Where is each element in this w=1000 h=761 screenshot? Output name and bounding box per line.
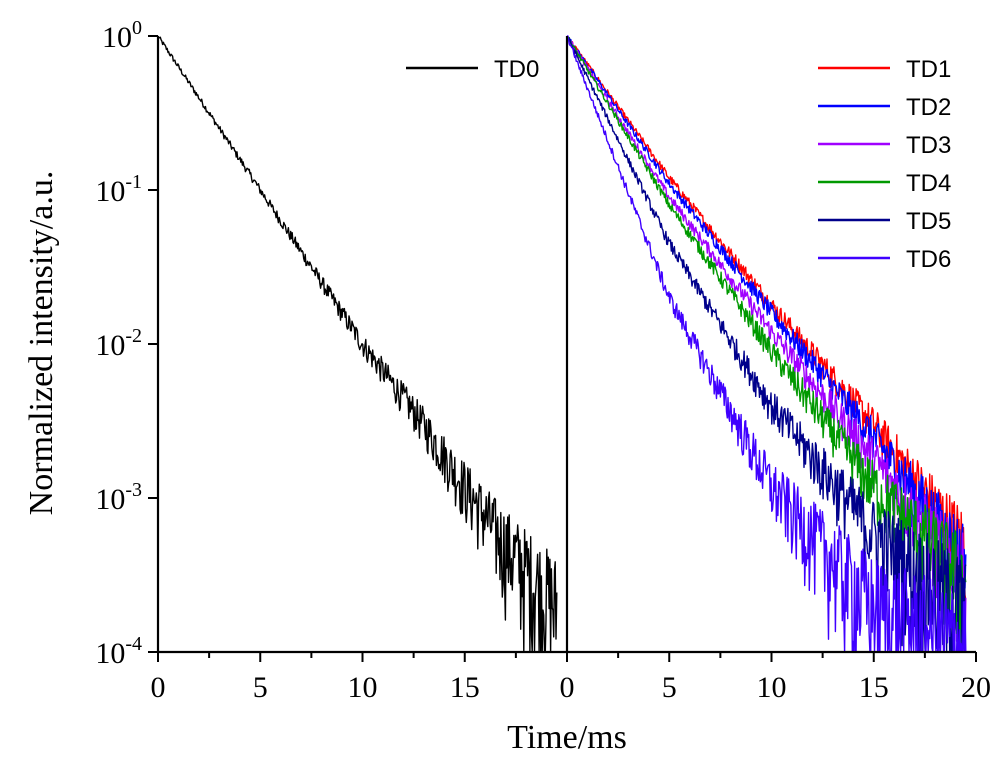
x-axis-title: Time/ms <box>507 719 627 756</box>
legend-layer: TD0 TD1 TD2 TD3 TD4 TD5 TD6 <box>406 56 951 273</box>
y-axis-title: Normalized intensity/a.u. <box>23 171 60 516</box>
legend-label-td4: TD4 <box>906 170 951 197</box>
legend-label-td6: TD6 <box>906 246 951 273</box>
y-tick-label--1: 10-1 <box>95 171 142 208</box>
plot-lines <box>157 35 967 653</box>
x-tick-label-left-0: 0 <box>151 671 166 704</box>
x-tick-label-left-15: 15 <box>450 671 480 704</box>
legend-label-td1: TD1 <box>906 56 951 83</box>
series-line-td2 <box>566 35 967 636</box>
series-line-td4 <box>566 35 967 653</box>
legend-label-td3: TD3 <box>906 132 951 159</box>
x-tick-label-right-20: 20 <box>961 671 991 704</box>
y-tick-label-0: 100 <box>102 17 142 54</box>
x-tick-label-right-15: 15 <box>859 671 889 704</box>
series-line-td0 <box>157 35 558 653</box>
y-tick-label--3: 10-3 <box>95 479 142 516</box>
legend-label-td5: TD5 <box>906 208 951 235</box>
x-tick-label-right-0: 0 <box>560 671 575 704</box>
x-tick-label-right-5: 5 <box>662 671 677 704</box>
x-tick-label-left-5: 5 <box>253 671 268 704</box>
x-tick-label-right-10: 10 <box>757 671 787 704</box>
y-tick-label--2: 10-2 <box>95 325 142 362</box>
legend-label-td0: TD0 <box>494 56 539 83</box>
y-tick-label--4: 10-4 <box>95 633 142 670</box>
axes-layer: 0 5 10 15 0 5 10 15 20 100 10-1 10-2 10-3 10-4 <box>95 17 991 704</box>
legend-label-td2: TD2 <box>906 94 951 121</box>
series-line-td6 <box>566 35 967 653</box>
x-tick-label-left-10: 10 <box>348 671 378 704</box>
